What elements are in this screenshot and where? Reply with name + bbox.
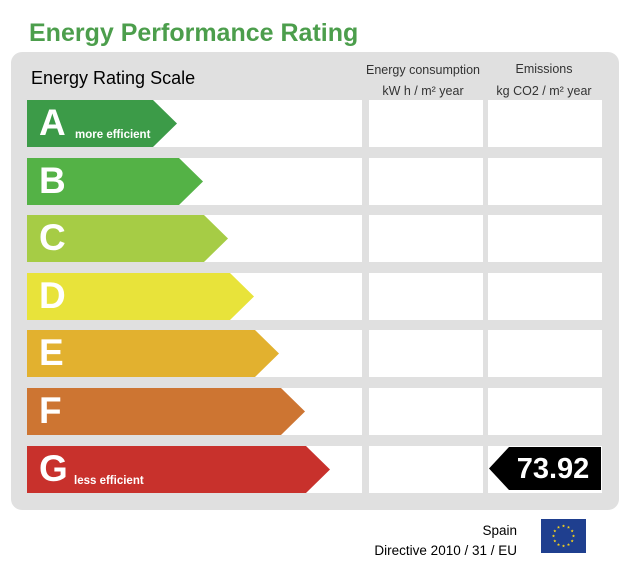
eu-star-icon (561, 544, 566, 548)
band-f-arrow-shape (27, 388, 305, 435)
eu-star-icon (556, 525, 561, 529)
eu-star-icon (551, 534, 556, 538)
band-a-consumption-cell (369, 100, 483, 147)
band-e-arrow-shape (27, 330, 279, 377)
eu-star-icon (566, 543, 571, 546)
band-d-letter: D (39, 275, 66, 316)
band-f: F (27, 388, 362, 435)
band-a-emissions-cell (488, 100, 602, 147)
band-e-arrow: E (27, 330, 279, 377)
band-d-consumption-cell (369, 273, 483, 320)
consumption-header-line1: Energy consumption (366, 63, 480, 77)
band-a-letter: A (39, 102, 66, 143)
emissions-header-line1: Emissions (515, 62, 573, 76)
emissions-column-header: Emissions kg CO2 / m² year (484, 59, 604, 102)
band-e-consumption-cell (369, 330, 483, 377)
band-d-arrow-shape (27, 273, 254, 320)
emissions-header-line2: kg CO2 / m² year (496, 84, 592, 98)
band-f-consumption-cell (369, 388, 483, 435)
eu-star-icon (556, 543, 561, 546)
eu-star-icon (571, 534, 576, 538)
eu-star-icon (553, 529, 557, 533)
band-d-emissions-cell (488, 273, 602, 320)
footer: Spain Directive 2010 / 31 / EU (374, 521, 517, 561)
band-g-letter: G (39, 448, 68, 489)
band-g-consumption-cell (369, 446, 483, 493)
scale-label: Energy Rating Scale (31, 68, 196, 88)
eu-star-icon (553, 539, 557, 543)
band-b-letter: B (39, 160, 66, 201)
band-d-arrow: D (27, 273, 254, 320)
emissions-rating-value: 73.92 (516, 453, 590, 485)
band-e: E (27, 330, 362, 377)
footer-country: Spain (482, 523, 517, 538)
band-g-arrow-shape (27, 446, 330, 493)
band-f-letter: F (39, 390, 62, 431)
band-d: D (27, 273, 362, 320)
eu-star-icon (561, 524, 566, 528)
band-g-note: less efficient (74, 475, 144, 487)
band-b-consumption-cell (369, 158, 483, 205)
band-b-emissions-cell (488, 158, 602, 205)
page-title: Energy Performance Rating (29, 19, 359, 47)
eu-star-icon (570, 539, 574, 543)
consumption-header-line2: kW h / m² year (382, 84, 464, 98)
band-a-note: more efficient (75, 129, 151, 141)
band-f-emissions-cell (488, 388, 602, 435)
band-c-emissions-cell (488, 215, 602, 262)
consumption-column-header: Energy consumption kW h / m² year (364, 60, 482, 102)
eu-flag-icon (541, 519, 586, 553)
rating-pointer-shape (489, 447, 601, 490)
eu-star-icon (566, 525, 571, 529)
band-e-letter: E (39, 332, 64, 373)
band-b-arrow-shape (27, 158, 203, 205)
eu-star-icon (570, 529, 574, 533)
band-c-arrow-shape (27, 215, 228, 262)
band-c-letter: C (39, 217, 66, 258)
band-b-arrow: B (27, 158, 203, 205)
band-a-arrow-shape (27, 100, 177, 147)
emissions-rating-indicator: 73.92 (489, 447, 601, 490)
band-c-arrow: C (27, 215, 228, 262)
band-f-arrow: F (27, 388, 305, 435)
band-c-consumption-cell (369, 215, 483, 262)
band-e-emissions-cell (488, 330, 602, 377)
band-b: B (27, 158, 362, 205)
band-c: C (27, 215, 362, 262)
footer-directive: Directive 2010 / 31 / EU (374, 543, 517, 558)
